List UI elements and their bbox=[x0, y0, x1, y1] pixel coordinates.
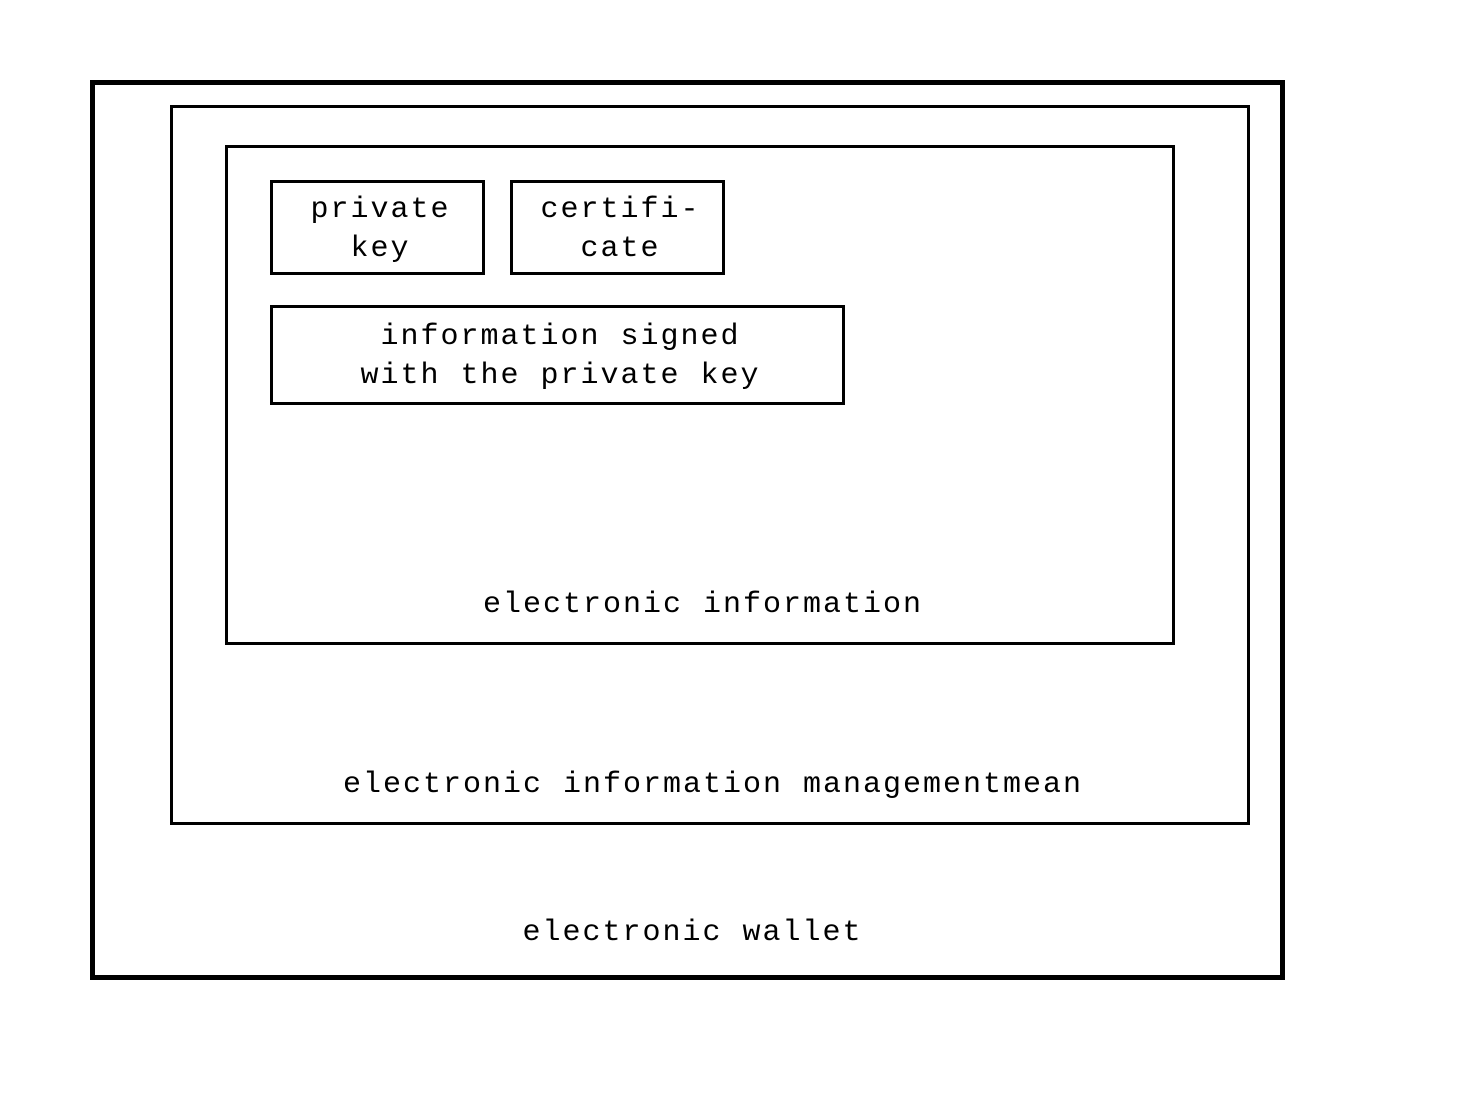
diagram-root: electronic wallet electronic information… bbox=[90, 80, 1285, 980]
certificate-box: certifi- cate bbox=[510, 180, 725, 275]
certificate-label: certifi- cate bbox=[513, 191, 728, 269]
signed-info-label: information signed with the private key bbox=[273, 318, 848, 396]
management-mean-label: electronic information managementmean bbox=[173, 768, 1253, 802]
wallet-label: electronic wallet bbox=[95, 916, 1290, 950]
private-key-label: private key bbox=[273, 191, 488, 269]
electronic-info-label: electronic information bbox=[228, 588, 1178, 622]
private-key-box: private key bbox=[270, 180, 485, 275]
signed-info-box: information signed with the private key bbox=[270, 305, 845, 405]
